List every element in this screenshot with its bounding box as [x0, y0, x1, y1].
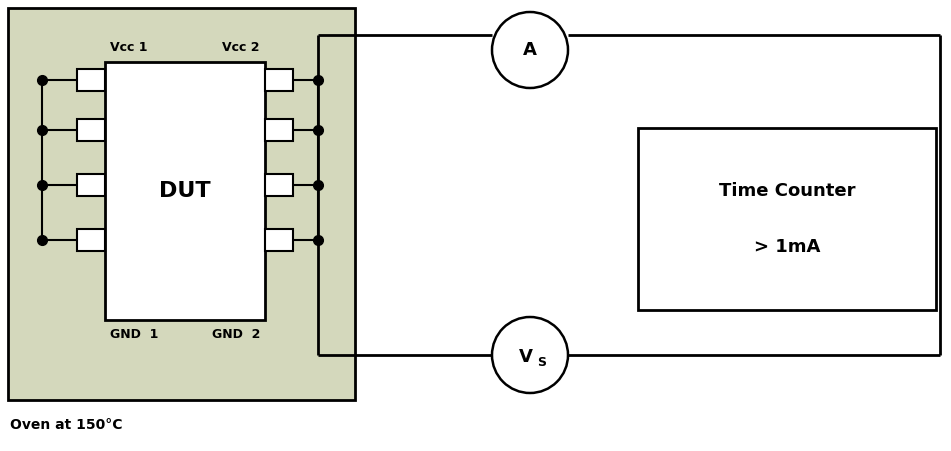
Text: Time Counter: Time Counter	[719, 182, 855, 200]
Bar	[77, 119, 105, 141]
Text: Oven at 150°C: Oven at 150°C	[10, 418, 123, 432]
Text: GND  1: GND 1	[110, 328, 159, 341]
Bar	[105, 62, 265, 320]
Text: S: S	[537, 356, 547, 369]
Text: > 1mA: > 1mA	[754, 238, 820, 256]
Bar	[265, 229, 293, 251]
Bar	[77, 174, 105, 196]
Text: DUT: DUT	[159, 181, 211, 201]
Bar	[8, 8, 355, 400]
Circle shape	[492, 317, 568, 393]
Text: A: A	[523, 41, 537, 59]
Text: Vcc 1: Vcc 1	[110, 41, 147, 54]
Bar	[265, 119, 293, 141]
Text: V: V	[519, 348, 533, 366]
Text: Vcc 2: Vcc 2	[223, 41, 260, 54]
Circle shape	[492, 12, 568, 88]
Bar	[265, 69, 293, 91]
Text: GND  2: GND 2	[212, 328, 260, 341]
Bar	[265, 174, 293, 196]
Bar	[77, 69, 105, 91]
Bar	[638, 128, 936, 310]
Bar	[77, 229, 105, 251]
